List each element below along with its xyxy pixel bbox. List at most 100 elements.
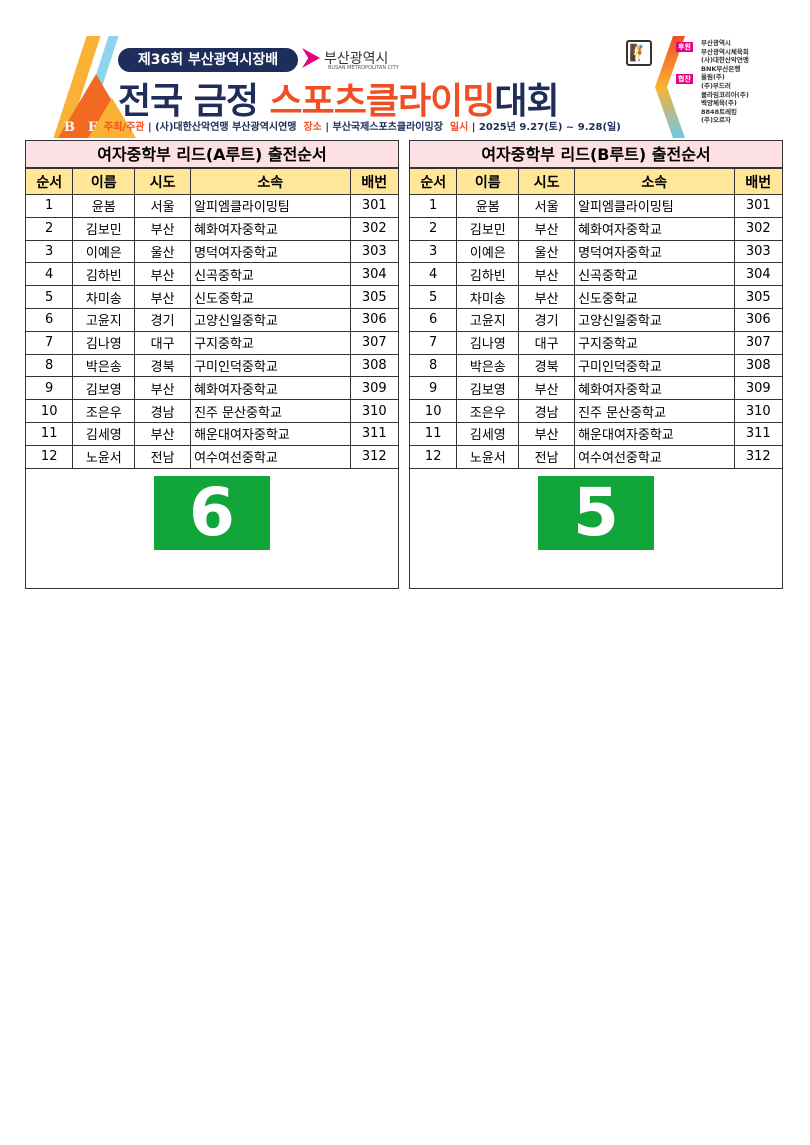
table-row: 9 김보영 부산 혜화여자중학교 309: [410, 376, 782, 401]
table-cell: 12: [410, 444, 458, 469]
table-cell: 306: [349, 307, 398, 332]
table-cell: 김보영: [72, 376, 136, 401]
table-cell: 부산: [518, 285, 576, 309]
table-cell: 12: [26, 444, 74, 469]
table-cell: 김보민: [72, 216, 136, 241]
table-cell: 경기: [518, 307, 576, 332]
table-cell: 307: [349, 330, 398, 355]
table-cell: 경남: [134, 399, 192, 423]
table-cell: 윤봄: [456, 194, 520, 218]
sponsor-item: BNK부산은행: [701, 64, 741, 73]
table-cell: 309: [733, 376, 782, 401]
table-cell: 9: [410, 376, 458, 401]
host: | (사)대한산악연맹 부산광역시연맹: [147, 122, 297, 133]
table-title: 여자중학부 리드(A루트) 출전순서: [26, 141, 398, 168]
table-cell: 8: [410, 353, 458, 378]
table-cell: 대구: [518, 330, 576, 355]
table-cell: 김하빈: [456, 262, 520, 287]
table-cell: 부산: [134, 262, 192, 287]
table-cell: 구미인덕중학교: [190, 353, 351, 378]
table-cell: 노윤서: [72, 444, 136, 469]
table-cell: 10: [26, 399, 74, 423]
table-cell: 신도중학교: [190, 285, 351, 309]
table-cell: 고양신일중학교: [574, 307, 735, 332]
city-subtitle: BUSAN METROPOLITAN CITY: [328, 65, 399, 71]
table-cell: 고양신일중학교: [190, 307, 351, 332]
table-row: 3 이예은 울산 명덕여자중학교 303: [26, 239, 398, 264]
table-cell: 1: [26, 194, 74, 218]
edition-title: 제36회 부산광역시장배: [118, 48, 298, 72]
table-cell: 4: [410, 262, 458, 287]
table-cell: 304: [349, 262, 398, 287]
table-cell: 303: [349, 239, 398, 264]
table-cell: 6: [26, 307, 74, 332]
host-label: 주최/주관: [104, 122, 145, 133]
table-cell: 302: [733, 216, 782, 241]
sponsor-item: 올림(주): [701, 73, 725, 82]
main-title: 전국 금정 스포츠클라이밍대회: [118, 72, 560, 124]
table-cell: 1: [410, 194, 458, 218]
table-cell: 혜화여자중학교: [190, 216, 351, 241]
table-cell: 9: [26, 376, 74, 401]
title-part: 대회: [494, 81, 559, 122]
table-cell: 7: [410, 330, 458, 355]
table-cell: 혜화여자중학교: [190, 376, 351, 401]
sponsor-item: 부산광역시: [701, 39, 731, 47]
table-cell: 310: [733, 399, 782, 423]
table-cell: 310: [349, 399, 398, 423]
table-cell: 전남: [134, 444, 192, 469]
title-part: 스포츠클라이밍: [269, 81, 496, 122]
table-cell: 4: [26, 262, 74, 287]
table-cell: 진주 문산중학교: [574, 399, 735, 423]
city-name: 부산광역시: [324, 51, 389, 67]
table-cell: 혜화여자중학교: [574, 376, 735, 401]
table-cell: 302: [349, 216, 398, 241]
table-cell: 경남: [518, 399, 576, 423]
table-cell: 부산: [518, 376, 576, 401]
table-cell: 서울: [518, 194, 576, 218]
sponsor-item: (주)부드러: [701, 81, 731, 90]
table-row: 8 박은송 경북 구미인덕중학교 308: [26, 353, 398, 378]
start-order-table-b: 여자중학부 리드(B루트) 출전순서 순서 이름 시도 소속 배번 1 윤봄 서울 알피엠클라이밍…: [409, 140, 783, 589]
table-cell: 구지중학교: [574, 330, 735, 355]
table-cell: 대구: [134, 330, 192, 355]
table-cell: 306: [733, 307, 782, 332]
table-cell: 구지중학교: [190, 330, 351, 355]
column-header: 시도: [134, 168, 192, 195]
table-cell: 부산: [134, 421, 192, 446]
table: 순서 이름 시도 소속 배번 1 윤봄 서울 알피엠클라이밍팀 301 2 김보민 부산 혜화여자중학교 3…: [410, 168, 782, 469]
table-cell: 7: [26, 330, 74, 355]
climber-icon: 🧗: [626, 40, 652, 66]
table-row: 4 김하빈 부산 신곡중학교 304: [26, 262, 398, 287]
table-row: 12 노윤서 전남 여수여선중학교 312: [26, 444, 398, 469]
table-cell: 신곡중학교: [190, 262, 351, 287]
table-cell: 11: [26, 421, 74, 446]
table-cell: 309: [349, 376, 398, 401]
table-cell: 부산: [518, 216, 576, 241]
table-cell: 김나영: [456, 330, 520, 355]
table-cell: 301: [733, 194, 782, 218]
table-row: 2 김보민 부산 혜화여자중학교 302: [26, 216, 398, 241]
table-row: 3 이예은 울산 명덕여자중학교 303: [410, 239, 782, 264]
column-header: 배번: [733, 168, 782, 195]
table-cell: 11: [410, 421, 458, 446]
table-cell: 5: [26, 285, 74, 309]
sponsor-item: (주)오르자: [701, 116, 731, 125]
table-row: 11 김세영 부산 해운대여자중학교 311: [26, 421, 398, 446]
table-cell: 10: [410, 399, 458, 423]
table-cell: 고윤지: [456, 307, 520, 332]
logo-triangle-small: [88, 98, 136, 138]
event-banner: B F 제36회 부산광역시장배 부산광역시 BUSAN METROPOLITA…: [20, 36, 790, 138]
date-label: 일시: [449, 122, 469, 133]
table-cell: 명덕여자중학교: [574, 239, 735, 264]
column-header: 배번: [349, 168, 398, 195]
table-row: 10 조은우 경남 진주 문산중학교 310: [410, 399, 782, 423]
venue-label: 장소: [303, 122, 322, 133]
table-cell: 경북: [518, 353, 576, 378]
table-cell: 이예은: [456, 239, 520, 264]
route-number-badge: 6: [154, 476, 270, 550]
sponsor-item: (사)대한산악연맹: [701, 56, 749, 65]
table-cell: 김세영: [72, 421, 136, 446]
route-number-badge: 5: [538, 476, 654, 550]
table-row: 10 조은우 경남 진주 문산중학교 310: [26, 399, 398, 423]
